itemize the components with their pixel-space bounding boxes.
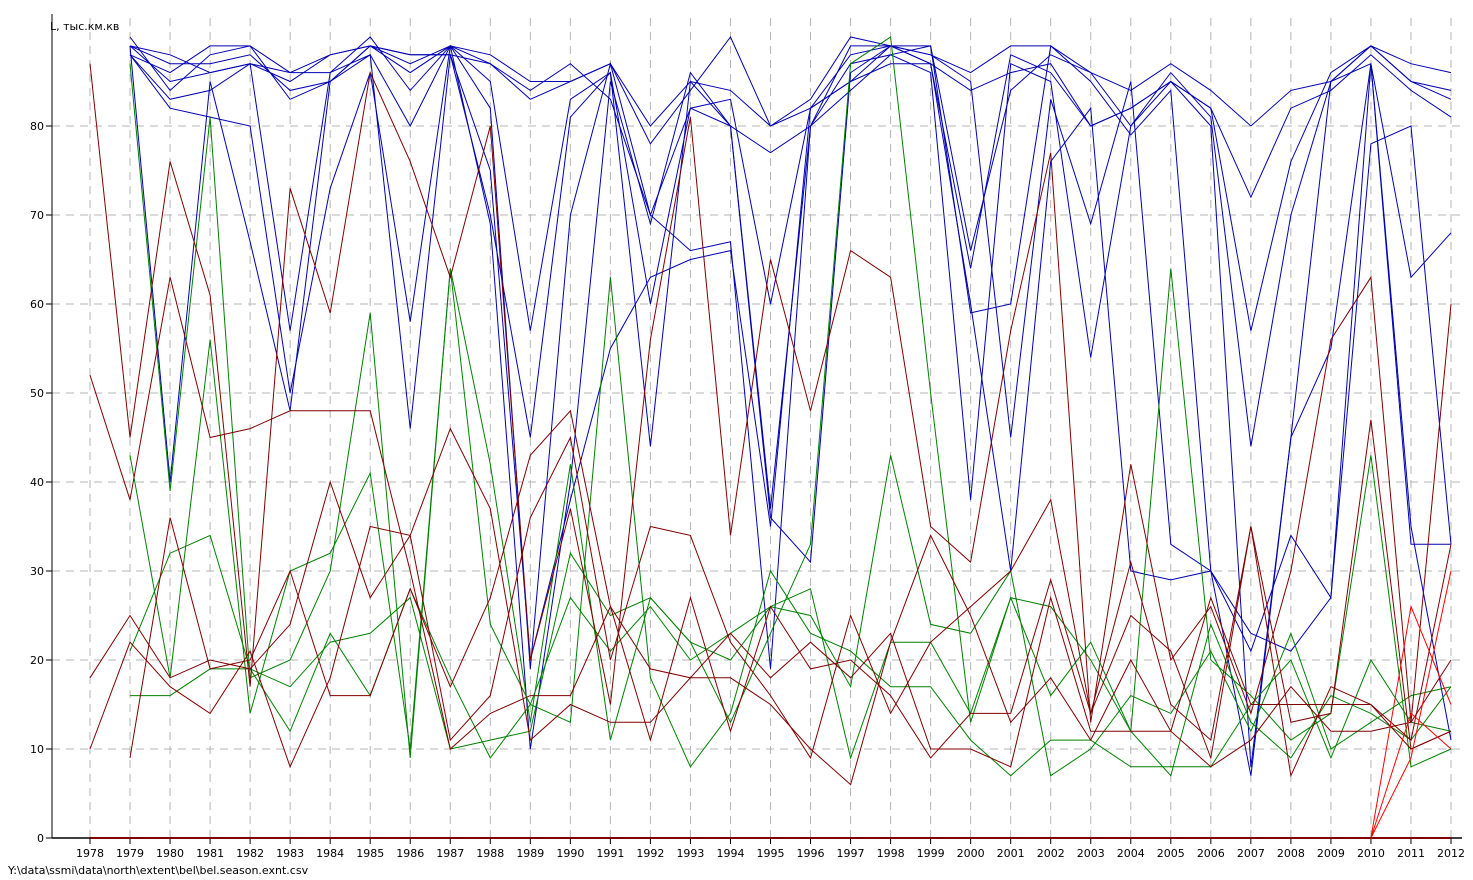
series-19 [1370,712,1452,839]
x-tick-label: 2002 [1037,847,1065,860]
x-tick-label: 2001 [997,847,1025,860]
series-line [129,45,1452,767]
series-line [129,268,1452,777]
tick-labels: 0 10 20 30 40 50 60 70 80 1978 1979 1980 1981 1982 198… [30,120,1465,860]
x-tick-label: 1983 [276,847,304,860]
series-line [129,455,1452,777]
x-tick-label: 1999 [917,847,945,860]
axes [46,14,1462,844]
series-line [89,427,1452,786]
series-16 [89,435,1452,778]
series-14 [89,277,1452,768]
x-tick-label: 1991 [596,847,624,860]
series-line [1370,712,1452,839]
x-tick-label: 2003 [1077,847,1105,860]
y-tick-label: 10 [30,743,44,756]
series-line [89,63,1452,723]
file-path-label: Y:\data\ssmi\data\north\extent\bel\bel.s… [8,864,309,877]
series-11 [129,455,1452,777]
series-line [129,36,1452,776]
x-tick-label: 2007 [1237,847,1265,860]
series-6 [129,36,1452,776]
grid [52,18,1462,838]
series-9 [129,36,1452,768]
x-tick-label: 2000 [957,847,985,860]
x-tick-label: 2006 [1197,847,1225,860]
series-8 [129,36,1452,331]
series-line [89,435,1452,778]
x-tick-label: 1997 [837,847,865,860]
y-tick-label: 70 [30,209,44,222]
x-tick-label: 2010 [1357,847,1385,860]
series-3 [129,45,1452,509]
series-line [129,45,1452,509]
x-tick-label: 1987 [436,847,464,860]
x-tick-label: 2011 [1397,847,1425,860]
y-tick-label: 20 [30,654,44,667]
series-17 [129,409,1452,760]
y-axis-label: L, тыс.км.кв [50,20,119,33]
x-tick-label: 2009 [1317,847,1345,860]
x-tick-label: 1996 [797,847,825,860]
x-tick-label: 1984 [316,847,344,860]
x-tick-label: 2012 [1437,847,1465,860]
y-tick-label: 50 [30,387,44,400]
series-line [130,551,1452,777]
x-tick-label: 1989 [516,847,544,860]
series-line [129,44,1452,394]
x-tick-label: 1994 [716,847,744,860]
x-tick-label: 2008 [1277,847,1305,860]
x-tick-label: 1988 [476,847,504,860]
x-tick-label: 2004 [1117,847,1145,860]
series-line [129,409,1452,760]
y-tick-label: 40 [30,476,44,489]
series-13 [89,63,1452,723]
series-layer [89,36,1452,839]
y-tick-label: 0 [37,832,44,845]
series-2 [129,44,1452,394]
x-tick-label: 1981 [196,847,224,860]
y-tick-label: 60 [30,298,44,311]
x-tick-label: 1980 [156,847,184,860]
x-tick-label: 2005 [1157,847,1185,860]
x-tick-label: 1998 [877,847,905,860]
y-tick-label: 80 [30,120,44,133]
x-tick-label: 1985 [356,847,384,860]
x-tick-label: 1995 [757,847,785,860]
series-line [129,36,1452,661]
series-20 [1370,570,1452,839]
x-tick-label: 1990 [556,847,584,860]
x-tick-label: 1986 [396,847,424,860]
series-15 [89,427,1452,786]
series-7 [129,45,1452,767]
x-tick-label: 1993 [676,847,704,860]
series-12 [130,551,1452,777]
x-tick-label: 1982 [236,847,264,860]
x-tick-label: 1992 [636,847,664,860]
series-line [129,36,1452,768]
x-tick-label: 1978 [76,847,104,860]
series-10 [129,268,1452,777]
series-5 [129,36,1452,661]
series-line [1370,570,1452,839]
y-tick-label: 30 [30,565,44,578]
series-line [129,36,1452,331]
series-line [89,277,1452,768]
x-tick-label: 1979 [116,847,144,860]
